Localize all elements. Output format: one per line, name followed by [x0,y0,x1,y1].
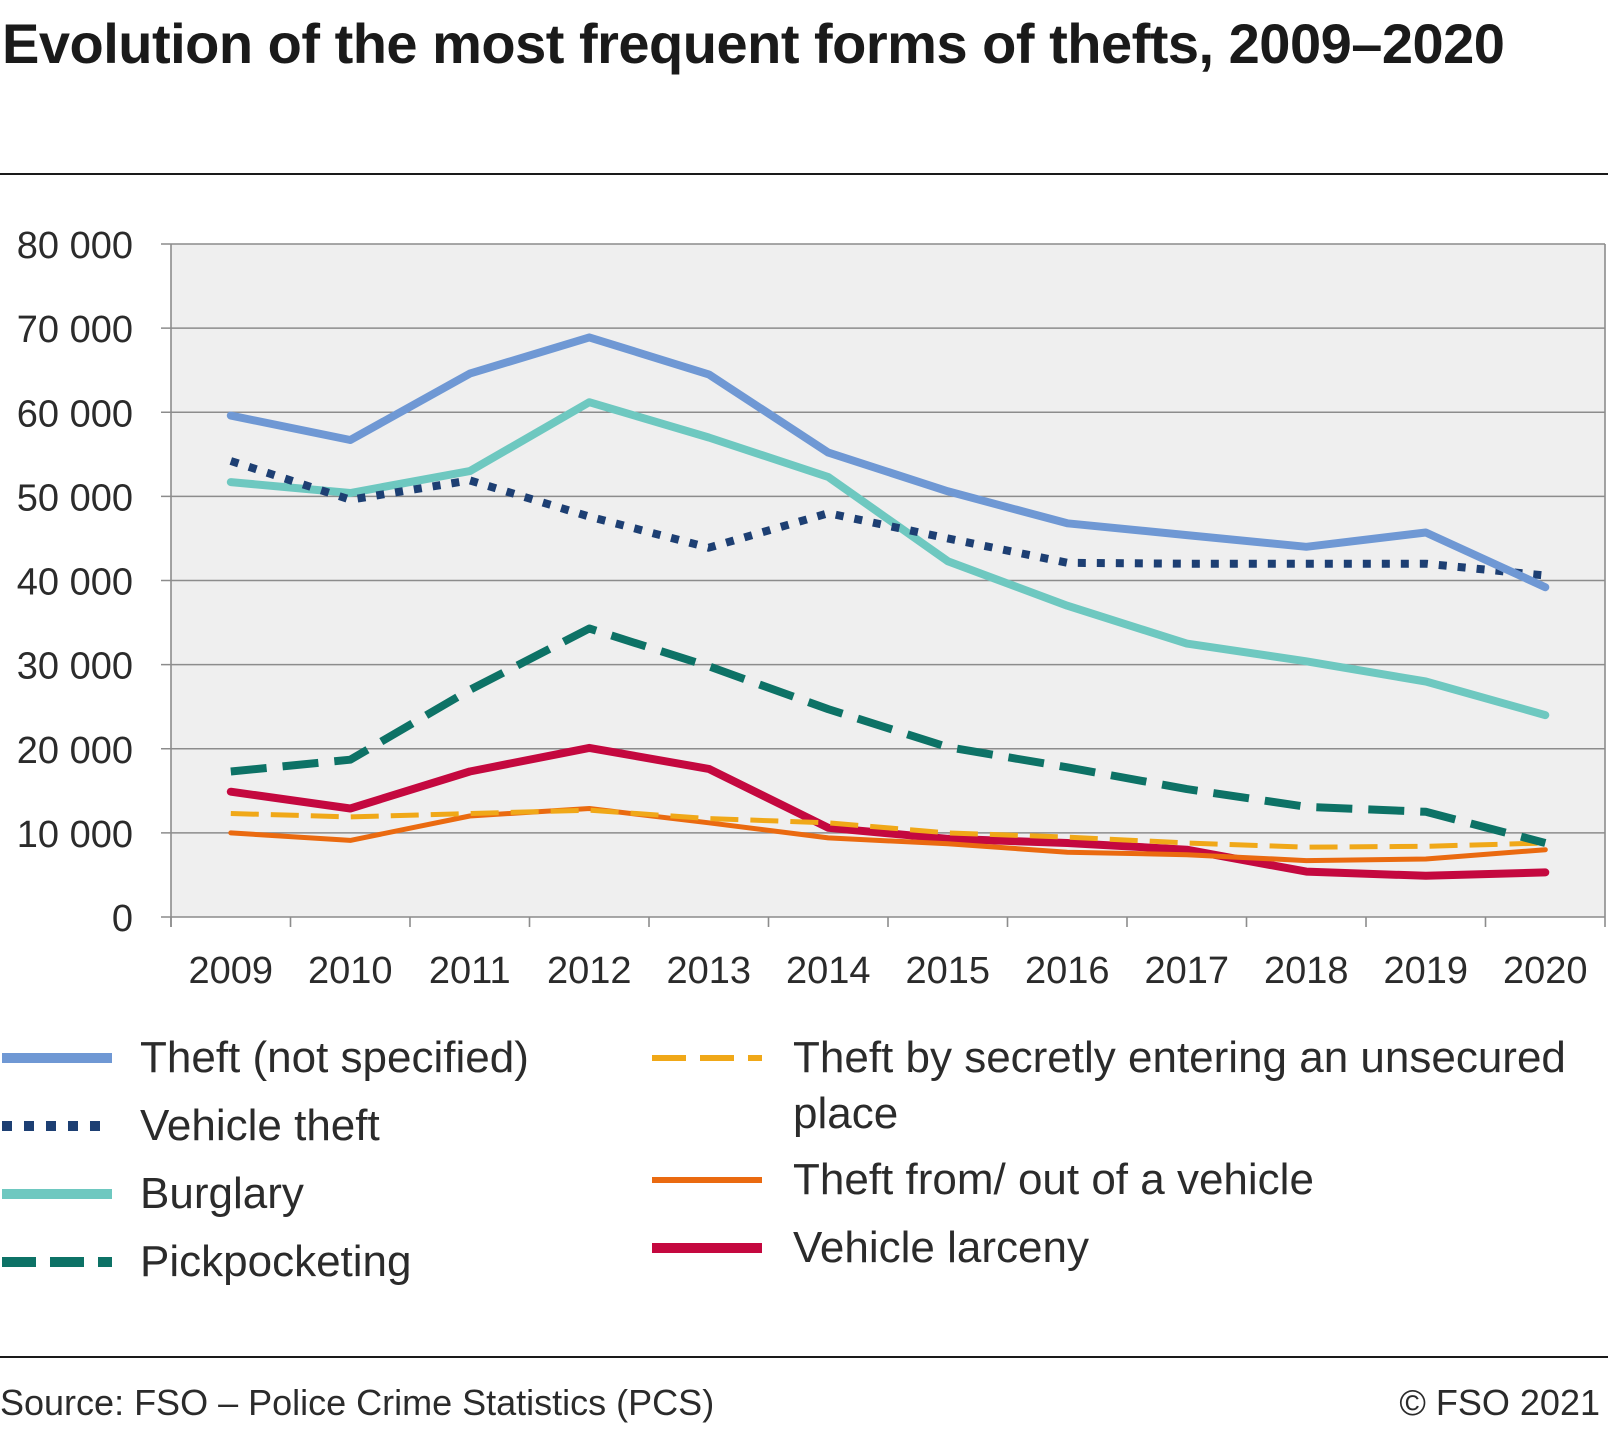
series-line-2 [229,457,1546,580]
chart-title: Evolution of the most frequent forms of … [2,12,1505,75]
legend-swatch [2,1257,112,1267]
x-tick-label: 2013 [666,950,751,992]
copyright-note: © FSO 2021 [1399,1382,1600,1423]
legend-swatch [2,1189,112,1199]
legend-label: Burglary [140,1169,304,1218]
legend-item: Theft by secretly entering an unsecured … [650,1030,1593,1150]
source-note: Source: FSO – Police Crime Statistics (P… [0,1382,715,1423]
legend-swatch [652,1243,762,1253]
legend-label: Pickpocketing [140,1237,412,1286]
series-line-3 [226,398,1550,720]
legend-label: Vehicle larceny [793,1223,1089,1272]
legend-swatch [2,1053,112,1063]
y-tick-label: 40 000 [17,562,133,604]
legend-swatch [2,1121,112,1131]
legend-item: Vehicle larceny [650,1220,1593,1340]
legend-label: Vehicle theft [140,1101,380,1150]
footer-divider [0,1356,1608,1358]
x-tick-label: 2011 [429,950,511,992]
title-divider [0,173,1608,175]
x-tick-label: 2018 [1264,950,1349,992]
x-tick-label: 2017 [1144,950,1229,992]
legend-swatch [652,1177,762,1183]
series-line-4 [230,624,1547,847]
series-line-5 [230,807,1546,850]
y-tick-label: 0 [112,898,133,940]
legend-item: Vehicle theft [0,1098,600,1218]
x-tick-label: 2009 [188,950,273,992]
x-tick-label: 2010 [308,950,393,992]
legend-swatch [652,1055,762,1061]
legend-label: Theft by secretly entering an unsecured … [793,1033,1566,1138]
legend-item: Pickpocketing [0,1234,600,1354]
series-line-6 [228,806,1548,864]
y-tick-label: 30 000 [17,646,133,688]
line-chart: 0 10 000 20 000 30 000 40 000 50 000 60 000 70 … [17,225,1606,992]
series-line-1 [226,333,1550,592]
chart-legend: Theft (not specified) Vehicle theft Burgla… [0,1030,1608,1330]
y-tick-label: 10 000 [17,814,133,856]
x-tick-label: 2019 [1383,950,1468,992]
legend-item: Theft (not specified) [0,1030,600,1150]
legend-label: Theft from/ out of a vehicle [793,1155,1314,1204]
series-line-7 [226,743,1550,880]
legend-label: Theft (not specified) [140,1033,529,1082]
y-tick-label: 50 000 [17,477,133,519]
x-tick-label: 2020 [1503,950,1588,992]
x-tick-label: 2014 [786,950,871,992]
legend-item: Burglary [0,1166,600,1286]
x-tick-label: 2012 [547,950,632,992]
y-tick-label: 80 000 [17,225,133,267]
legend-item: Theft from/ out of a vehicle [650,1152,1593,1272]
y-tick-label: 60 000 [17,393,133,435]
x-tick-label: 2015 [905,950,990,992]
x-tick-label: 2016 [1025,950,1110,992]
y-tick-label: 20 000 [17,730,133,772]
y-tick-label: 70 000 [17,309,133,351]
